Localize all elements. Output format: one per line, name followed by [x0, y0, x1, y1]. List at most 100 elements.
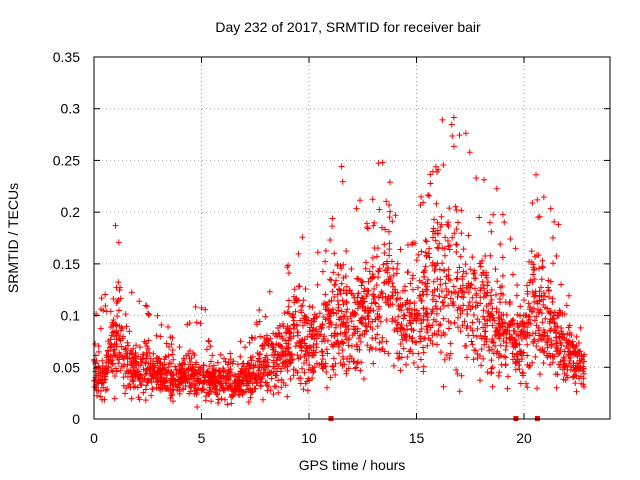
- data-point: [431, 330, 438, 337]
- data-point: [565, 292, 572, 299]
- data-point: [273, 361, 280, 368]
- data-point: [334, 331, 341, 338]
- data-point: [407, 280, 414, 287]
- data-point: [385, 228, 392, 235]
- data-point: [289, 356, 296, 363]
- data-point: [563, 302, 570, 309]
- data-point: [517, 303, 524, 310]
- data-point: [473, 290, 480, 297]
- data-point: [533, 343, 540, 350]
- data-point: [157, 333, 164, 340]
- data-point: [281, 310, 288, 317]
- data-point: [136, 344, 143, 351]
- data-point: [570, 364, 577, 371]
- data-point: [299, 234, 306, 241]
- data-point: [371, 299, 378, 306]
- data-point: [217, 351, 224, 358]
- data-point: [290, 325, 297, 332]
- data-point: [454, 275, 461, 282]
- data-point: [577, 359, 584, 366]
- data-point: [369, 271, 376, 278]
- data-point: [298, 344, 305, 351]
- data-point: [276, 322, 283, 329]
- data-point: [330, 355, 337, 362]
- data-point: [481, 176, 488, 183]
- data-point: [383, 198, 390, 205]
- data-point: [419, 288, 426, 295]
- data-point: [474, 302, 481, 309]
- data-point: [489, 322, 496, 329]
- data-point: [409, 350, 416, 357]
- data-point: [445, 266, 452, 273]
- data-point: [251, 335, 258, 342]
- data-point: [499, 319, 506, 326]
- data-point: [109, 319, 116, 326]
- data-point: [278, 376, 285, 383]
- data-point: [420, 349, 427, 356]
- data-point: [486, 219, 493, 226]
- data-point: [188, 383, 195, 390]
- data-point: [563, 336, 570, 343]
- data-point: [168, 360, 175, 367]
- data-point: [132, 383, 139, 390]
- data-point: [369, 254, 376, 261]
- data-point: [347, 353, 354, 360]
- data-point: [200, 368, 207, 375]
- data-point: [189, 371, 196, 378]
- data-point: [359, 303, 366, 310]
- data-point: [404, 353, 411, 360]
- data-point: [486, 301, 493, 308]
- data-point: [449, 234, 456, 241]
- data-point: [157, 373, 164, 380]
- data-point: [209, 352, 216, 359]
- data-point: [177, 367, 184, 374]
- data-point: [544, 332, 551, 339]
- data-point: [420, 273, 427, 280]
- data-point: [429, 228, 436, 235]
- data-point: [507, 235, 514, 242]
- data-point: [524, 341, 531, 348]
- data-point: [423, 286, 430, 293]
- data-point: [327, 237, 334, 244]
- data-point: [516, 341, 523, 348]
- axis-ticks: [93, 56, 610, 420]
- data-point: [157, 359, 164, 366]
- data-point: [259, 342, 266, 349]
- data-point: [133, 342, 140, 349]
- data-point: [374, 331, 381, 338]
- data-point: [425, 335, 432, 342]
- data-point: [511, 328, 518, 335]
- data-point: [116, 335, 123, 342]
- data-point: [387, 208, 394, 215]
- data-point: [154, 312, 161, 319]
- data-point: [434, 230, 441, 237]
- data-point: [413, 339, 420, 346]
- data-point: [437, 223, 444, 230]
- data-point: [555, 351, 562, 358]
- data-point: [540, 349, 547, 356]
- data-point: [420, 368, 427, 375]
- data-point: [533, 171, 540, 178]
- data-point: [427, 180, 434, 187]
- data-point: [481, 316, 488, 323]
- data-point: [375, 305, 382, 312]
- data-point: [240, 380, 247, 387]
- data-point: [481, 285, 488, 292]
- data-point: [183, 372, 190, 379]
- data-point: [555, 361, 562, 368]
- data-point: [313, 360, 320, 367]
- data-point: [459, 307, 466, 314]
- data-point: [262, 313, 269, 320]
- data-point: [407, 299, 414, 306]
- data-point: [169, 378, 176, 385]
- data-point: [297, 375, 304, 382]
- data-point: [443, 352, 450, 359]
- data-point: [445, 325, 452, 332]
- data-point: [561, 363, 568, 370]
- data-point: [389, 318, 396, 325]
- data-point: [354, 343, 361, 350]
- data-point: [364, 342, 371, 349]
- data-point: [210, 369, 217, 376]
- data-point: [284, 309, 291, 316]
